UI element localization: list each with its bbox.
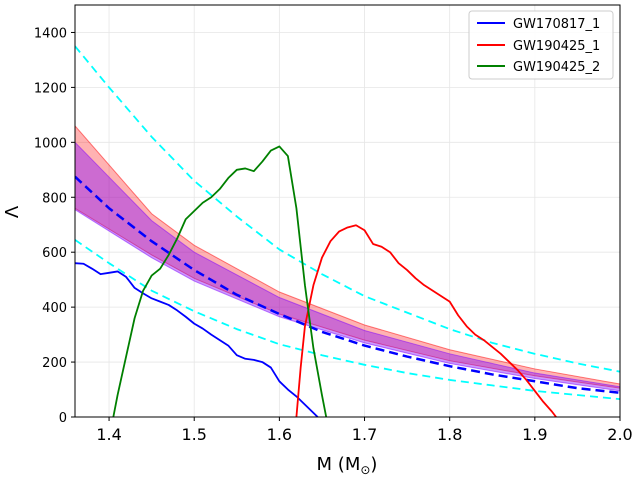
pink-band <box>75 125 620 389</box>
band-layer <box>75 125 620 392</box>
legend-label-gw170817-1: GW170817_1 <box>513 17 600 32</box>
series-cyan-lower <box>75 239 620 401</box>
x-tick-label: 1.9 <box>522 425 547 444</box>
series-gw170817-1 <box>75 262 319 417</box>
y-tick-label: 1200 <box>34 81 67 96</box>
series-blue-median <box>75 175 620 395</box>
x-axis-ticks: 1.4 1.5 1.6 1.7 1.8 1.9 2.0 <box>96 417 633 444</box>
x-tick-label: 1.5 <box>181 425 206 444</box>
y-tick-label: 1400 <box>34 26 67 41</box>
series-gw190425-1 <box>295 224 557 417</box>
legend-label-gw190425-1: GW190425_1 <box>513 39 600 54</box>
y-tick-label: 0 <box>59 411 67 426</box>
series-cyan-upper <box>75 45 620 373</box>
x-tick-label: 1.8 <box>437 425 462 444</box>
x-tick-label: 1.7 <box>352 425 377 444</box>
legend-label-gw190425-2: GW190425_2 <box>513 60 600 75</box>
y-axis-ticks: 0 200 400 600 800 1000 1200 1400 <box>34 26 75 426</box>
y-tick-label: 400 <box>42 301 67 316</box>
x-tick-label: 1.6 <box>267 425 292 444</box>
x-axis-label: M (M⊙) <box>317 454 378 477</box>
y-tick-label: 200 <box>42 356 67 371</box>
y-axis-label: Λ <box>2 205 23 218</box>
y-tick-label: 1000 <box>34 136 67 151</box>
plot-frame <box>74 4 621 418</box>
purple-band <box>75 141 620 392</box>
x-tick-label: 2.0 <box>607 425 632 444</box>
x-axis-label-close: ) <box>370 454 377 475</box>
legend: GW170817_1 GW190425_1 GW190425_2 <box>468 10 614 80</box>
series-gw190425-2 <box>112 145 328 417</box>
x-axis-label-sub: ⊙ <box>360 463 370 477</box>
y-tick-label: 800 <box>42 191 67 206</box>
series-layer <box>75 45 620 417</box>
x-tick-label: 1.4 <box>96 425 121 444</box>
y-tick-label: 600 <box>42 246 67 261</box>
legend-box <box>468 10 614 80</box>
x-axis-label-main: M (M <box>317 454 361 475</box>
